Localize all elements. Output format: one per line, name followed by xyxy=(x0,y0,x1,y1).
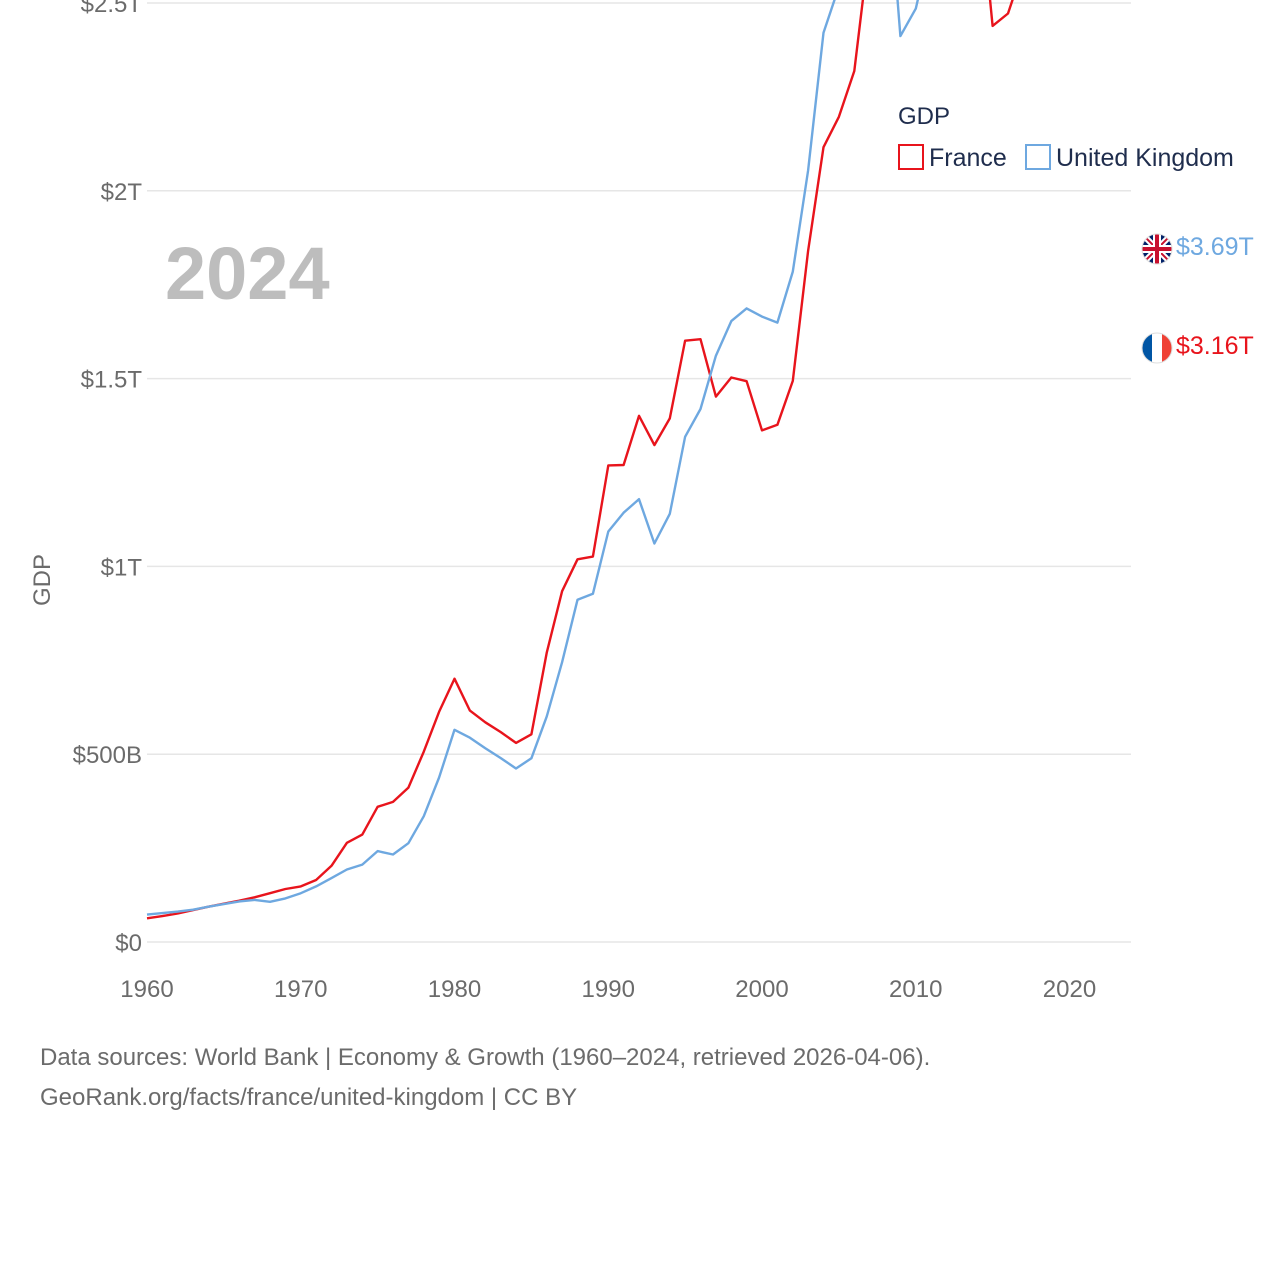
y-axis-ticks: $0$500B$1T$1.5T$2T$2.5T$3T$3.5T xyxy=(73,0,143,957)
france-end-value-label: $3.16T xyxy=(1176,332,1254,360)
x-tick-label: 2000 xyxy=(735,976,788,1003)
x-tick-label: 1960 xyxy=(120,976,173,1003)
x-tick-label: 2020 xyxy=(1043,976,1096,1003)
x-axis-ticks: 1960 1970 1980 1990 2000 2010 2020 xyxy=(120,976,1096,1003)
legend-swatch-france xyxy=(898,144,924,170)
y-tick-label: $0 xyxy=(115,930,142,957)
legend-item-united-kingdom[interactable]: United Kingdom xyxy=(1025,144,1234,172)
legend[interactable]: GDP France United Kingdom xyxy=(898,103,1234,172)
y-tick-label: $500B xyxy=(73,742,142,769)
gridlines xyxy=(147,2,1131,943)
footer-source: Data sources: World Bank | Economy & Gro… xyxy=(40,1044,931,1071)
legend-title: GDP xyxy=(898,103,950,130)
series-lines xyxy=(146,0,1014,920)
legend-item-france[interactable]: France xyxy=(898,144,1007,172)
uk-flag-icon xyxy=(1141,233,1173,265)
y-tick-label: $2.5T xyxy=(81,0,143,18)
legend-label-france: France xyxy=(929,144,1007,172)
x-tick-label: 1990 xyxy=(582,976,635,1003)
x-tick-label: 1970 xyxy=(274,976,327,1003)
legend-swatch-united-kingdom xyxy=(1025,144,1051,170)
footer-attribution: GeoRank.org/facts/france/united-kingdom … xyxy=(40,1084,578,1111)
year-label: 2024 xyxy=(165,232,330,315)
y-tick-label: $1T xyxy=(101,554,143,581)
y-tick-label: $2T xyxy=(101,179,143,206)
series-line-united-kingdom xyxy=(146,0,920,916)
legend-label-united-kingdom: United Kingdom xyxy=(1056,144,1234,172)
y-tick-label: $1.5T xyxy=(81,367,143,394)
france-flag-icon xyxy=(1141,332,1173,364)
x-tick-label: 2010 xyxy=(889,976,942,1003)
x-tick-label: 1980 xyxy=(428,976,481,1003)
series-line-france xyxy=(146,0,1014,920)
uk-end-value-label: $3.69T xyxy=(1176,233,1254,261)
y-axis-title: GDP xyxy=(29,554,56,606)
